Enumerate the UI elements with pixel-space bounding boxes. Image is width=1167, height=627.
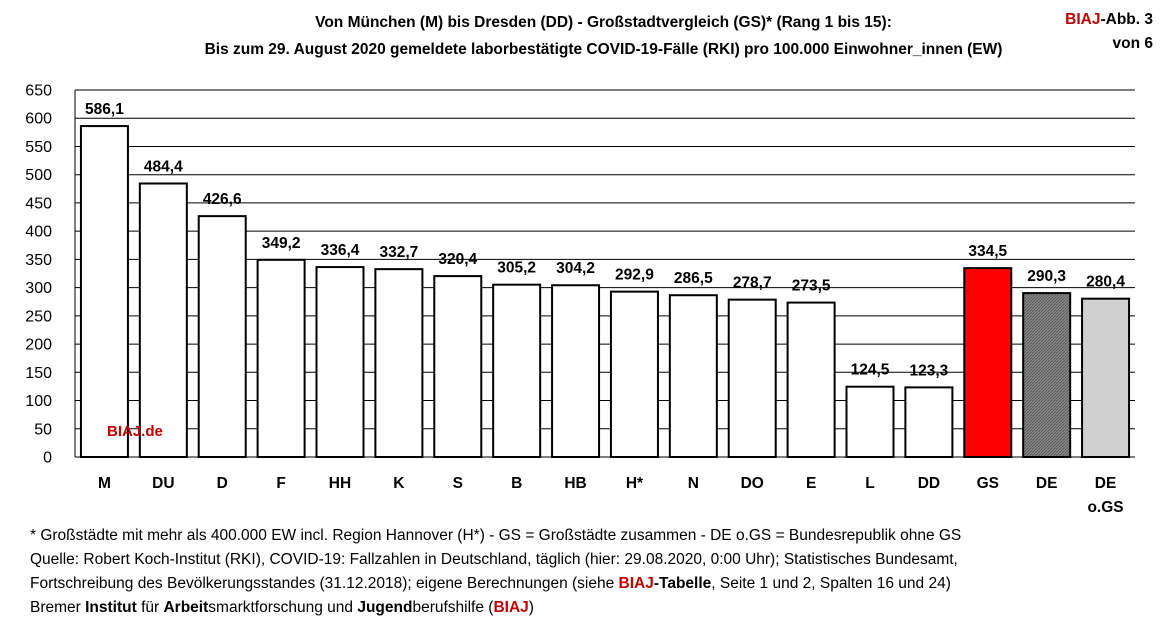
data-label: 586,1 [85, 101, 124, 118]
data-label: 332,7 [379, 244, 418, 261]
y-tick-label: 0 [43, 450, 52, 467]
data-label: 426,6 [203, 191, 242, 208]
x-tick-label: HH [329, 475, 351, 492]
x-tick-label: DU [152, 475, 174, 492]
data-label: 292,9 [615, 267, 654, 284]
source-text-a: Fortschreibung des Bevölkerungsstandes (… [30, 575, 619, 592]
x-tick-label: K [393, 475, 405, 492]
y-tick-label: 600 [25, 111, 52, 128]
publisher-text-c: für [136, 599, 164, 616]
publisher-line: Bremer Institut für Arbeitsmarktforschun… [30, 599, 534, 617]
y-tick-label: 250 [25, 308, 52, 325]
x-tick-label: B [511, 475, 522, 492]
x-tick-label: DE [1095, 475, 1117, 492]
data-label: 336,4 [321, 242, 360, 259]
data-label: 123,3 [909, 362, 948, 379]
x-tick-label: HB [564, 475, 586, 492]
bar-h [609, 290, 659, 458]
bar-k [374, 268, 424, 458]
publisher-text-e: smarktforschung und [208, 599, 358, 616]
x-tick-label: GS [977, 475, 999, 492]
data-label: 305,2 [497, 260, 536, 277]
data-label: 349,2 [262, 235, 301, 252]
chart-title-line1: Von München (M) bis Dresden (DD) - Großs… [315, 14, 892, 31]
footnote-line: * Großstädte mit mehr als 400.000 EW inc… [30, 527, 962, 544]
publisher-brand: BIAJ [493, 599, 529, 616]
bar-s [433, 275, 483, 458]
y-tick-label: 300 [25, 280, 52, 297]
bar-deogs [1081, 297, 1131, 459]
source-line-2: Fortschreibung des Bevölkerungsstandes (… [30, 575, 951, 593]
x-tick-label: DE [1036, 475, 1058, 492]
data-label: 273,5 [792, 278, 831, 295]
publisher-text-g: berufshilfe ( [412, 599, 494, 616]
data-label: 320,4 [438, 251, 477, 268]
bar-m [79, 125, 129, 459]
y-tick-label: 350 [25, 252, 52, 269]
publisher-text-h: ) [528, 599, 534, 616]
publisher-text-b: Institut [85, 599, 137, 616]
x-tick-label: F [276, 475, 285, 492]
x-tick-label: L [865, 475, 874, 492]
badge-figure-number: -Abb. 3 [1100, 11, 1153, 28]
bar-b [492, 283, 542, 458]
y-tick-label: 50 [34, 421, 52, 438]
bar-chart: 0 50 100 150 200 250 300 350 400 450 500 550 600 650 5… [25, 83, 1135, 516]
data-label: 124,5 [851, 362, 890, 379]
badge-figure-count: von 6 [1112, 35, 1153, 52]
badge-brand: BIAJ [1065, 11, 1101, 28]
publisher-text-f: Jugend [357, 599, 413, 616]
bar-gs [963, 267, 1013, 458]
y-tick-label: 100 [25, 393, 52, 410]
y-tick-label: 650 [25, 83, 52, 100]
bar-hb [551, 284, 601, 458]
chart-title-line2: Bis zum 29. August 2020 gemeldete laborb… [204, 41, 1003, 58]
source-brand: BIAJ [618, 575, 654, 592]
data-label: 286,5 [674, 270, 713, 287]
y-tick-label: 400 [25, 224, 52, 241]
data-label: 484,4 [144, 159, 183, 176]
bar-d [197, 215, 247, 458]
bar-n [668, 294, 718, 459]
bar-f [256, 258, 306, 458]
x-tick-label: DO [741, 475, 764, 492]
y-tick-label: 150 [25, 365, 52, 382]
data-label: 334,5 [968, 243, 1007, 260]
x-tick-label: H* [626, 475, 644, 492]
source-table-word: -Tabelle [653, 575, 712, 592]
bar-hh [315, 266, 365, 458]
publisher-text-a: Bremer [30, 599, 86, 616]
watermark-text: BIAJ.de [107, 423, 163, 440]
x-tick-label: N [688, 475, 699, 492]
bar-de [1022, 292, 1072, 459]
data-label: 304,2 [556, 260, 595, 277]
bar-do [727, 298, 777, 458]
bar-e [786, 301, 836, 458]
x-tick-label: E [806, 475, 816, 492]
publisher-text-d: Arbeit [163, 599, 209, 616]
source-line: Quelle: Robert Koch-Institut (RKI), COVI… [30, 551, 958, 568]
y-tick-label: 550 [25, 139, 52, 156]
y-tick-label: 200 [25, 337, 52, 354]
figure-badge: BIAJ-Abb. 3 [1065, 11, 1153, 29]
y-tick-label: 450 [25, 195, 52, 212]
bar-du [138, 182, 188, 458]
bar-dd [904, 386, 954, 459]
x-tick-label: S [453, 475, 463, 492]
data-label: 290,3 [1027, 268, 1066, 285]
x-tick-label: D [217, 475, 228, 492]
x-tick-label: DD [918, 475, 940, 492]
data-label: 278,7 [733, 275, 772, 292]
bar-l [845, 385, 895, 458]
y-tick-label: 500 [25, 167, 52, 184]
source-text-c: , Seite 1 und 2, Spalten 16 und 24) [711, 575, 951, 592]
x-tick-label: M [98, 475, 111, 492]
x-tick-label: o.GS [1087, 499, 1123, 516]
data-label: 280,4 [1086, 274, 1125, 291]
